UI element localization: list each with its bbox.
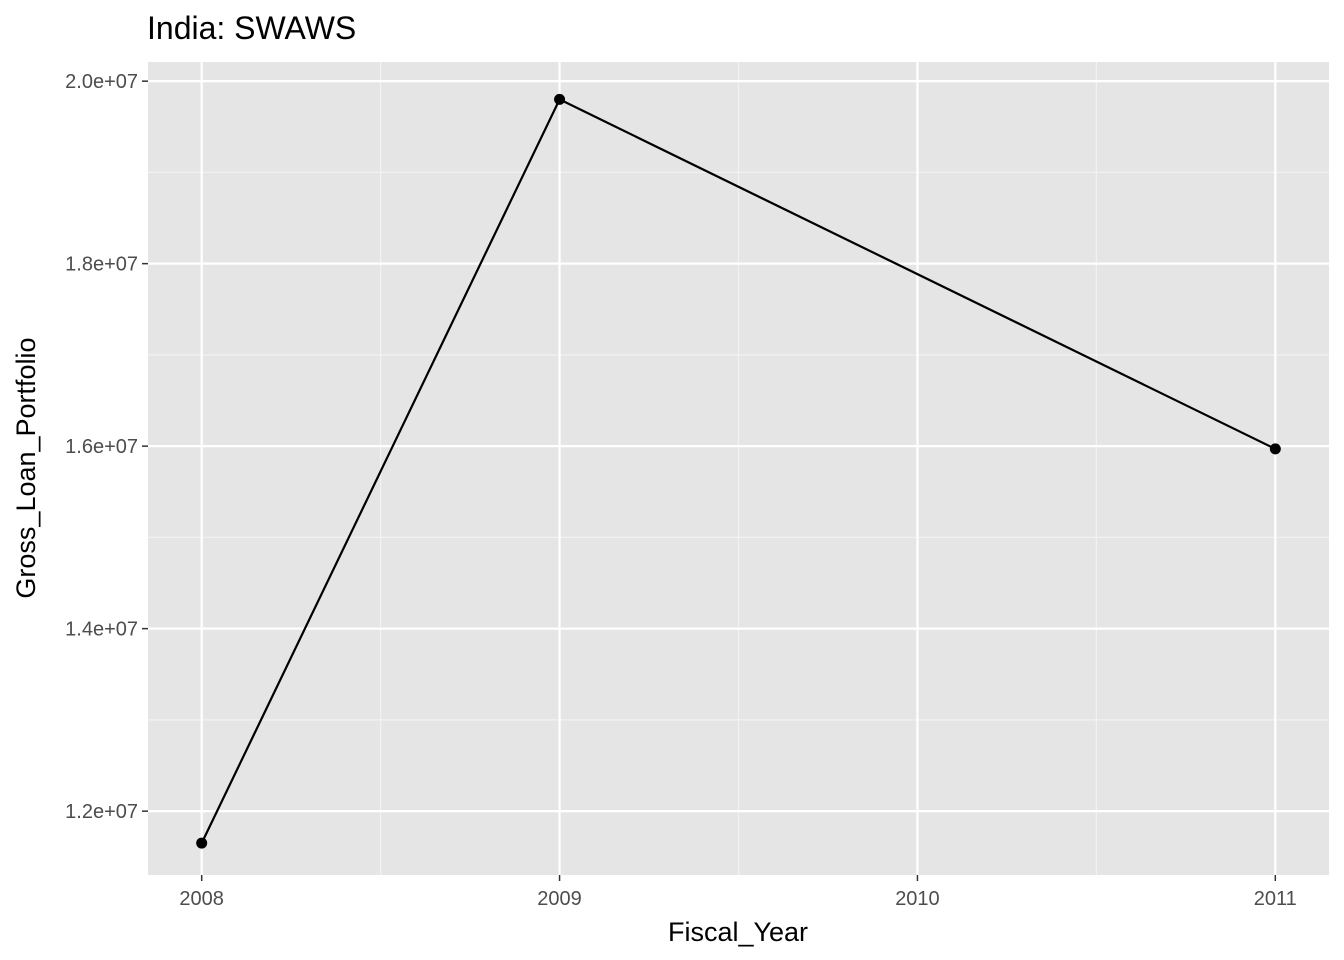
y-tick-label: 1.8e+07 (65, 254, 138, 276)
series-layer (196, 93, 1281, 849)
y-axis: 1.2e+07 1.4e+07 1.6e+07 1.8e+07 2.0e+07 (65, 71, 148, 823)
major-gridlines (148, 62, 1329, 875)
y-tick-label: 1.4e+07 (65, 619, 138, 641)
y-tick-label: 2.0e+07 (65, 71, 138, 93)
x-tick-label: 2011 (1254, 888, 1297, 910)
x-tick-label: 2008 (179, 888, 224, 910)
x-axis: 2008 2009 2010 2011 (179, 875, 1297, 910)
x-tick-label: 2009 (537, 888, 582, 910)
data-point (554, 93, 566, 105)
y-tick-label: 1.2e+07 (65, 801, 138, 823)
x-tick-label: 2010 (895, 888, 940, 910)
data-point (1269, 443, 1281, 455)
x-axis-title: Fiscal_Year (668, 917, 808, 947)
y-tick-label: 1.6e+07 (65, 436, 138, 458)
minor-gridlines (148, 62, 1329, 875)
chart-title: India: SWAWS (147, 10, 356, 46)
y-axis-title: Gross_Loan_Portfolio (11, 337, 41, 598)
data-point (196, 837, 208, 849)
